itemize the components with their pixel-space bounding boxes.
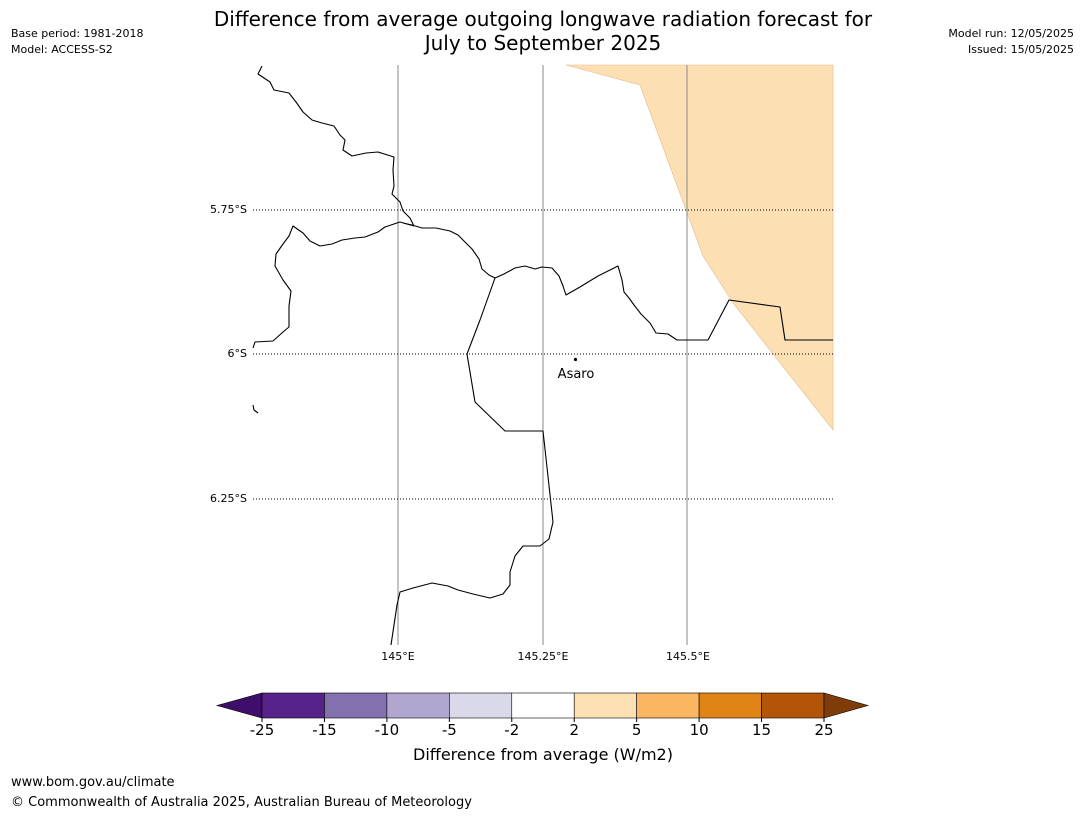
title-line-1: Difference from average outgoing longwav… bbox=[213, 7, 873, 31]
colorbar-segment bbox=[511, 692, 575, 719]
meta-left: Base period: 1981-2018 Model: ACCESS-S2 bbox=[11, 26, 143, 58]
colorbar-segment bbox=[386, 692, 450, 719]
base-period-text: Base period: 1981-2018 bbox=[11, 27, 144, 40]
map-panel: Asaro 5.75°S 6°S 6.25°S 145°E 145.25°E 1… bbox=[210, 64, 834, 663]
asaro-label: Asaro bbox=[558, 367, 595, 382]
colorbar-segment bbox=[698, 692, 762, 719]
colorbar-tick-label: 10 bbox=[690, 721, 709, 739]
colorbar-segment bbox=[636, 692, 700, 719]
colorbar-segment bbox=[573, 692, 637, 719]
lat-label-6-25s: 6.25°S bbox=[210, 492, 247, 505]
model-text: Model: ACCESS-S2 bbox=[11, 43, 113, 56]
footer-copyright: © Commonwealth of Australia 2025, Austra… bbox=[11, 795, 472, 810]
lat-label-6s: 6°S bbox=[228, 347, 247, 360]
colorbar-tick-label: 5 bbox=[632, 721, 642, 739]
colorbar-segment bbox=[324, 692, 388, 719]
boundary-fragment bbox=[252, 404, 259, 414]
meta-right: Model run: 12/05/2025 Issued: 15/05/2025 bbox=[948, 26, 1074, 58]
asaro-marker bbox=[573, 357, 578, 362]
colorbar-tick-label: -10 bbox=[375, 721, 400, 739]
colorbar-tick-label: -25 bbox=[250, 721, 275, 739]
colorbar-label: Difference from average (W/m2) bbox=[413, 745, 673, 764]
boundary-central bbox=[402, 222, 833, 341]
issued-text: Issued: 15/05/2025 bbox=[967, 43, 1074, 56]
lat-label-5-75s: 5.75°S bbox=[210, 203, 247, 216]
colorbar-extend-high bbox=[823, 692, 870, 719]
footer-url[interactable]: www.bom.gov.au/climate bbox=[11, 775, 175, 790]
lon-label-145-25e: 145.25°E bbox=[518, 650, 569, 663]
colorbar-tick-label: -15 bbox=[312, 721, 337, 739]
colorbar-extend-low bbox=[215, 692, 263, 719]
colorbar-tick-label: -2 bbox=[504, 721, 519, 739]
colorbar-segment bbox=[449, 692, 513, 719]
colorbar: -25 -15 -10 -5 -2 2 5 10 15 25 bbox=[215, 692, 870, 739]
colorbar-tick-label: 25 bbox=[814, 721, 833, 739]
lon-label-145e: 145°E bbox=[381, 650, 414, 663]
colorbar-segment bbox=[761, 692, 825, 719]
colorbar-tick-label: -5 bbox=[442, 721, 457, 739]
colorbar-tick-label: 2 bbox=[569, 721, 579, 739]
lon-label-145-5e: 145.5°E bbox=[666, 650, 710, 663]
map-title: Difference from average outgoing longwav… bbox=[200, 7, 886, 55]
title-line-2: July to September 2025 bbox=[424, 31, 662, 55]
anomaly-region bbox=[565, 64, 834, 431]
model-run-text: Model run: 12/05/2025 bbox=[948, 27, 1074, 40]
boundary-southeast bbox=[390, 277, 554, 646]
colorbar-tick-label: 15 bbox=[752, 721, 771, 739]
colorbar-segment bbox=[261, 692, 325, 719]
